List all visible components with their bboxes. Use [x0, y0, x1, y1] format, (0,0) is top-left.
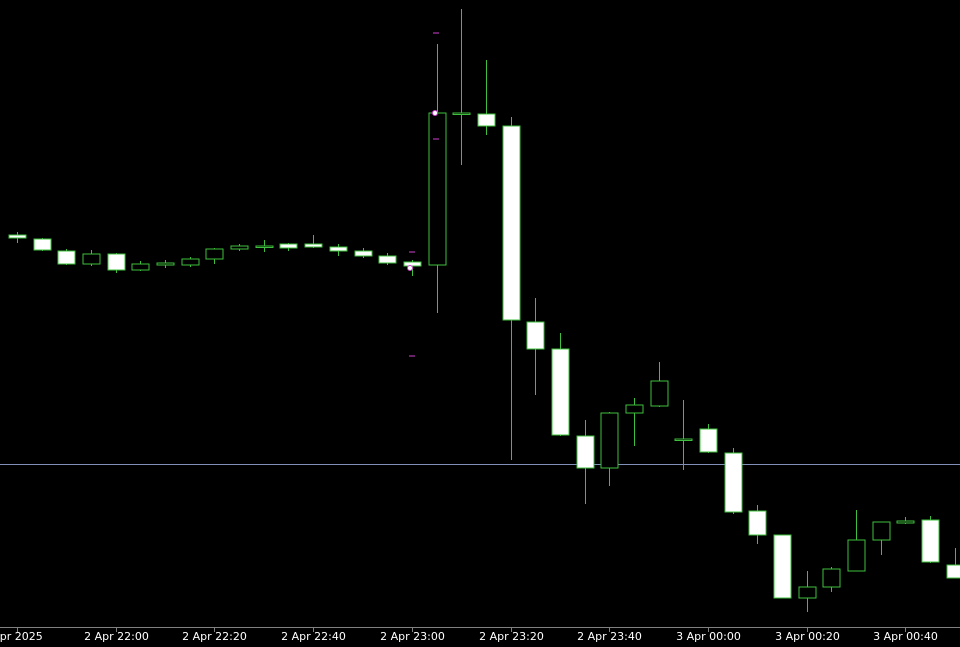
x-tick-label: 2 Apr 22:40	[281, 630, 346, 643]
candle-body	[921, 519, 940, 563]
candle-body	[181, 258, 200, 266]
x-tick-label: 2 Apr 23:00	[380, 630, 445, 643]
candle-body	[8, 234, 27, 239]
candle-body	[502, 125, 521, 321]
plot-area	[0, 9, 960, 612]
candle-body	[329, 246, 348, 252]
candle-body	[847, 539, 866, 572]
x-tick-label: 2 Apr 22:00	[84, 630, 149, 643]
candle-body	[131, 263, 150, 271]
candle-body	[872, 521, 891, 541]
candle-body	[156, 262, 175, 266]
candle-body	[279, 243, 298, 249]
candle-body	[255, 245, 274, 248]
candle-body	[304, 243, 323, 248]
candle-body	[600, 412, 619, 469]
marker	[407, 265, 413, 271]
candle-body	[354, 250, 373, 257]
candle-body	[107, 253, 126, 271]
candle-body	[82, 253, 101, 265]
candle-body	[773, 534, 792, 599]
candle-body	[205, 248, 224, 260]
candle-body	[748, 510, 767, 536]
candle-body	[403, 261, 422, 267]
candle-body	[452, 112, 471, 115]
candle-body	[33, 238, 52, 251]
candle-body	[896, 520, 915, 524]
candle-body	[551, 348, 570, 436]
candle-body	[699, 428, 718, 453]
marker	[432, 110, 438, 116]
candle-body	[674, 438, 693, 441]
candle-body	[57, 250, 76, 265]
candle-body	[230, 245, 249, 250]
x-tick-label: 2 Apr 22:20	[182, 630, 247, 643]
candle-body	[650, 380, 669, 407]
x-tick-label: Apr 2025	[0, 630, 43, 643]
candle-body	[477, 113, 496, 127]
x-tick-label: 2 Apr 23:20	[479, 630, 544, 643]
candle-body	[625, 404, 644, 414]
candle-body	[526, 321, 545, 350]
candle-body	[378, 255, 397, 264]
candle-body	[576, 435, 595, 469]
x-tick-label: 2 Apr 23:40	[577, 630, 642, 643]
x-tick-label: 3 Apr 00:20	[775, 630, 840, 643]
candle-body	[798, 586, 817, 599]
candle-body	[822, 568, 841, 588]
candle-body	[946, 564, 960, 579]
candle-body	[724, 452, 743, 513]
x-tick-label: 3 Apr 00:00	[676, 630, 741, 643]
x-tick-label: 3 Apr 00:40	[873, 630, 938, 643]
candle-body	[428, 112, 447, 266]
